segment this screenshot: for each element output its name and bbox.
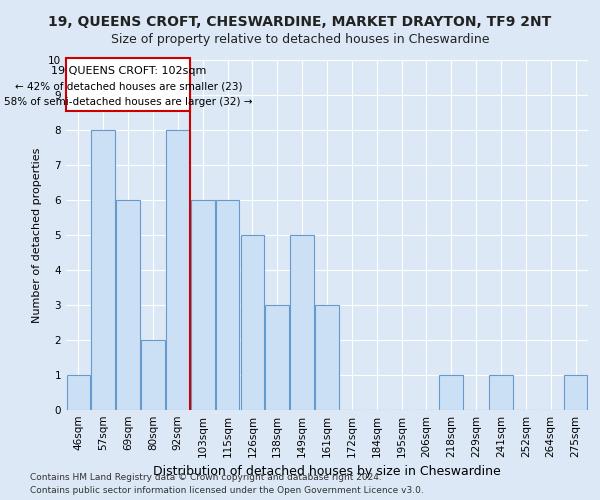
Bar <box>439 375 463 410</box>
Bar <box>91 130 115 410</box>
Y-axis label: Number of detached properties: Number of detached properties <box>32 148 43 322</box>
Bar <box>141 340 165 410</box>
Bar <box>489 375 513 410</box>
Bar <box>265 305 289 410</box>
Text: 19 QUEENS CROFT: 102sqm: 19 QUEENS CROFT: 102sqm <box>51 66 206 76</box>
Text: 19, QUEENS CROFT, CHESWARDINE, MARKET DRAYTON, TF9 2NT: 19, QUEENS CROFT, CHESWARDINE, MARKET DR… <box>49 15 551 29</box>
Bar <box>216 200 239 410</box>
Bar <box>116 200 140 410</box>
Bar <box>290 235 314 410</box>
Text: Size of property relative to detached houses in Cheswardine: Size of property relative to detached ho… <box>111 32 489 46</box>
FancyBboxPatch shape <box>67 58 190 111</box>
Text: Contains HM Land Registry data © Crown copyright and database right 2024.: Contains HM Land Registry data © Crown c… <box>30 472 382 482</box>
Text: 58% of semi-detached houses are larger (32) →: 58% of semi-detached houses are larger (… <box>4 97 253 107</box>
Text: ← 42% of detached houses are smaller (23): ← 42% of detached houses are smaller (23… <box>14 82 242 92</box>
X-axis label: Distribution of detached houses by size in Cheswardine: Distribution of detached houses by size … <box>153 466 501 478</box>
Bar <box>191 200 215 410</box>
Bar <box>241 235 264 410</box>
Bar <box>166 130 190 410</box>
Bar <box>315 305 339 410</box>
Bar <box>67 375 90 410</box>
Text: Contains public sector information licensed under the Open Government Licence v3: Contains public sector information licen… <box>30 486 424 495</box>
Bar <box>564 375 587 410</box>
